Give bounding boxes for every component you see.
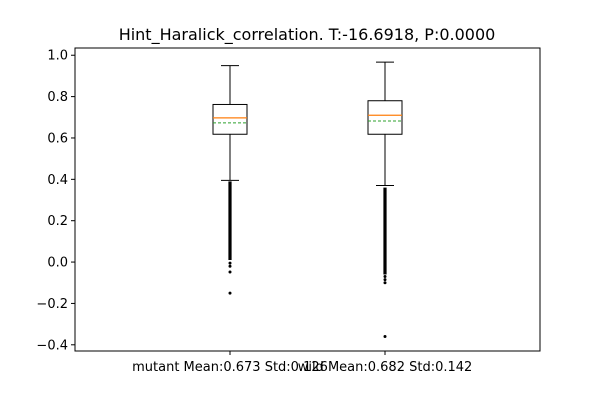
iqr-box bbox=[212, 103, 248, 135]
outlier-point bbox=[383, 335, 387, 339]
y-tick-label: −0.2 bbox=[36, 297, 68, 312]
x-tick-label: wild Mean:0.682 Std:0.142 bbox=[298, 360, 473, 375]
iqr-box bbox=[367, 100, 403, 135]
box-1 bbox=[367, 61, 403, 339]
outlier-point bbox=[383, 281, 387, 285]
outlier-cluster bbox=[383, 187, 387, 275]
y-tick-label: 0.8 bbox=[47, 90, 68, 105]
outlier-point bbox=[228, 264, 232, 268]
y-axis: 1.0 0.8 0.6 0.4 0.2 0.0 −0.2 −0.4 bbox=[36, 49, 75, 353]
outlier-point bbox=[383, 275, 387, 279]
outlier-cluster bbox=[228, 181, 232, 260]
y-tick-label: 0.6 bbox=[47, 131, 68, 146]
plot-frame bbox=[74, 47, 541, 352]
outlier-point bbox=[383, 278, 387, 282]
outlier-point bbox=[228, 270, 232, 274]
y-tick-label: 1.0 bbox=[47, 49, 68, 64]
y-tick-label: 0.0 bbox=[47, 256, 68, 271]
x-tick-label: mutant Mean:0.673 Std:0.126 bbox=[132, 360, 328, 375]
y-tick-label: −0.4 bbox=[36, 338, 68, 353]
y-tick-label: 0.4 bbox=[47, 173, 68, 188]
chart-title: Hint_Haralick_correlation. T:-16.6918, P… bbox=[119, 25, 496, 45]
outlier-point bbox=[228, 261, 232, 265]
outlier-point bbox=[228, 291, 232, 295]
y-tick-label: 0.2 bbox=[47, 214, 68, 229]
box-0 bbox=[212, 65, 248, 295]
boxes-group bbox=[212, 61, 403, 339]
